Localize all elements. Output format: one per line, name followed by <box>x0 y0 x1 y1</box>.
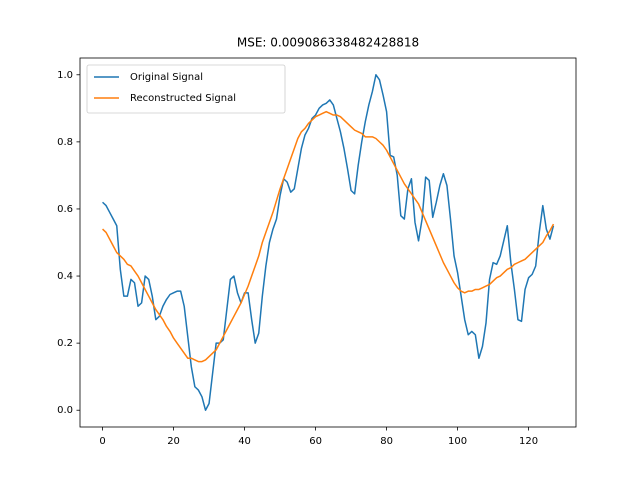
plot-frame <box>79 57 577 428</box>
x-tick-label: 0 <box>99 436 105 447</box>
x-tick-label: 60 <box>309 436 322 447</box>
y-tick-label: 0.6 <box>57 204 73 215</box>
line-series <box>102 110 555 363</box>
y-tick-label: 0.4 <box>57 271 73 282</box>
legend-box <box>86 64 286 114</box>
x-tick-label: 100 <box>448 436 467 447</box>
y-tick-label: 0.8 <box>57 137 73 148</box>
legend-label: Reconstructed Signal <box>130 93 236 104</box>
legend-label: Original Signal <box>130 72 203 83</box>
line-series <box>102 74 555 411</box>
x-tick-label: 120 <box>519 436 538 447</box>
chart-title: MSE: 0.009086338482428818 <box>237 36 419 50</box>
y-tick-label: 1.0 <box>57 70 73 81</box>
x-tick-label: 40 <box>238 436 251 447</box>
x-tick-label: 20 <box>167 436 180 447</box>
y-tick-label: 0.2 <box>57 338 73 349</box>
x-tick-label: 80 <box>380 436 393 447</box>
y-tick-label: 0.0 <box>57 405 73 416</box>
